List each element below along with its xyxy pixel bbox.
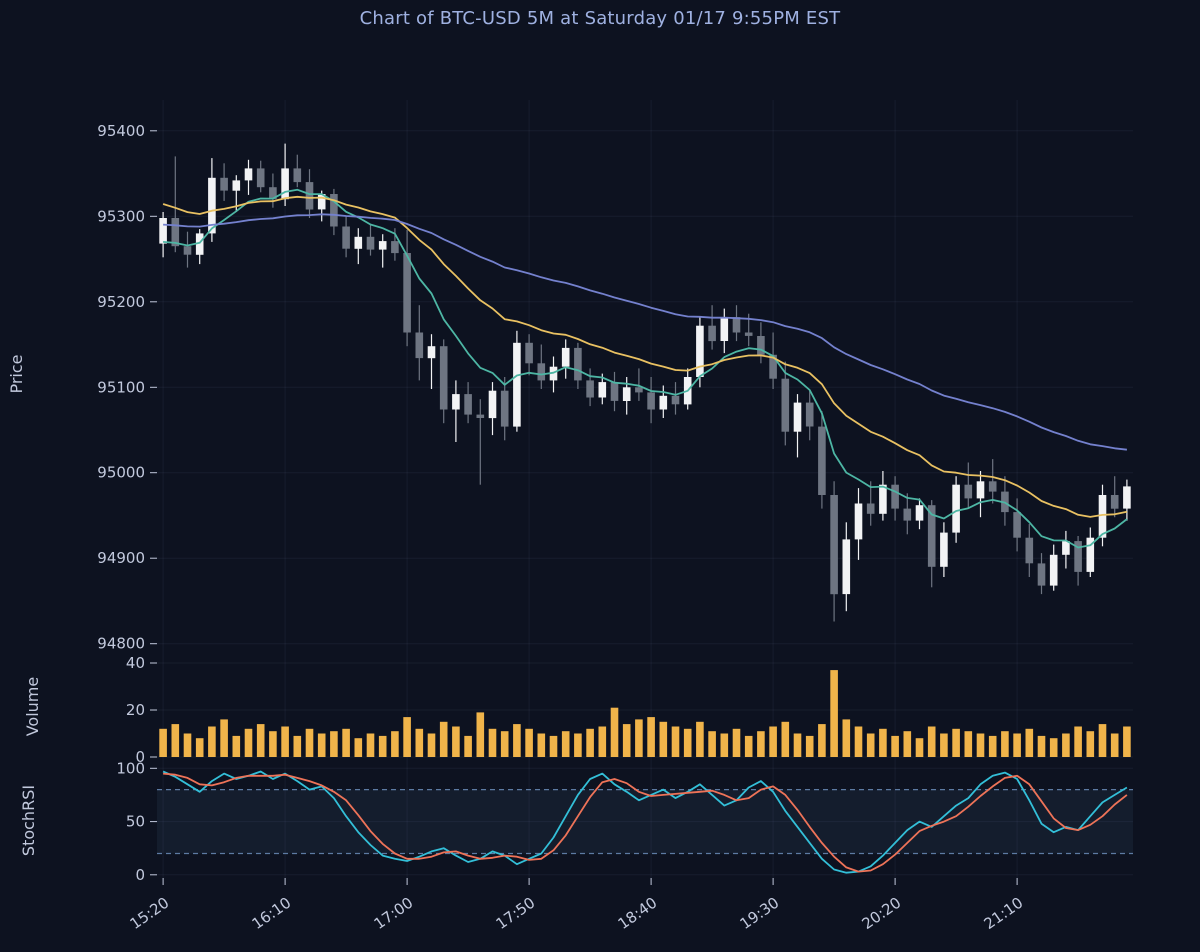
volume-ytick-label: 20 [126,701,145,719]
candles [159,143,1131,622]
price-axis-label: Price [7,354,26,393]
price-ytick-label: 95300 [97,207,145,225]
volume-ytick-label: 0 [135,748,145,766]
price-ytick-label: 95100 [97,378,145,396]
xtick-label: 20:20 [859,894,905,934]
xtick-label: 17:00 [371,894,417,934]
stoch-ytick-label: 100 [116,759,145,777]
price-ytick-label: 94900 [97,549,145,567]
price-ytick-label: 95000 [97,464,145,482]
stoch-ytick-label: 50 [126,813,145,831]
stoch-axis-label: StochRSI [19,785,38,856]
gridlines [157,100,1133,878]
ma-line-ema-fast [163,188,1128,549]
price-ytick-label: 94800 [97,635,145,653]
stochrsi-band [157,789,1133,854]
xtick-label: 19:30 [737,894,783,934]
volume-axis-label: Volume [23,677,42,737]
price-ytick-label: 95200 [97,293,145,311]
ma-line-ema-mid [162,195,1128,518]
xtick-label: 21:10 [981,894,1027,934]
stochrsi-k-line [162,770,1128,874]
xtick-label: 17:50 [493,894,539,934]
volume-ytick-label: 40 [126,654,145,672]
xtick-label: 15:20 [127,894,173,934]
xtick-label: 16:10 [249,894,295,934]
xtick-label: 18:40 [615,894,661,934]
stochrsi-d-line [163,772,1128,873]
volume-bars [159,670,1131,757]
price-ytick-label: 95400 [97,122,145,140]
chart-title: Chart of BTC-USD 5M at Saturday 01/17 9:… [359,8,841,29]
stoch-ytick-label: 0 [135,866,145,884]
ma-line-ema-slow [163,213,1128,451]
